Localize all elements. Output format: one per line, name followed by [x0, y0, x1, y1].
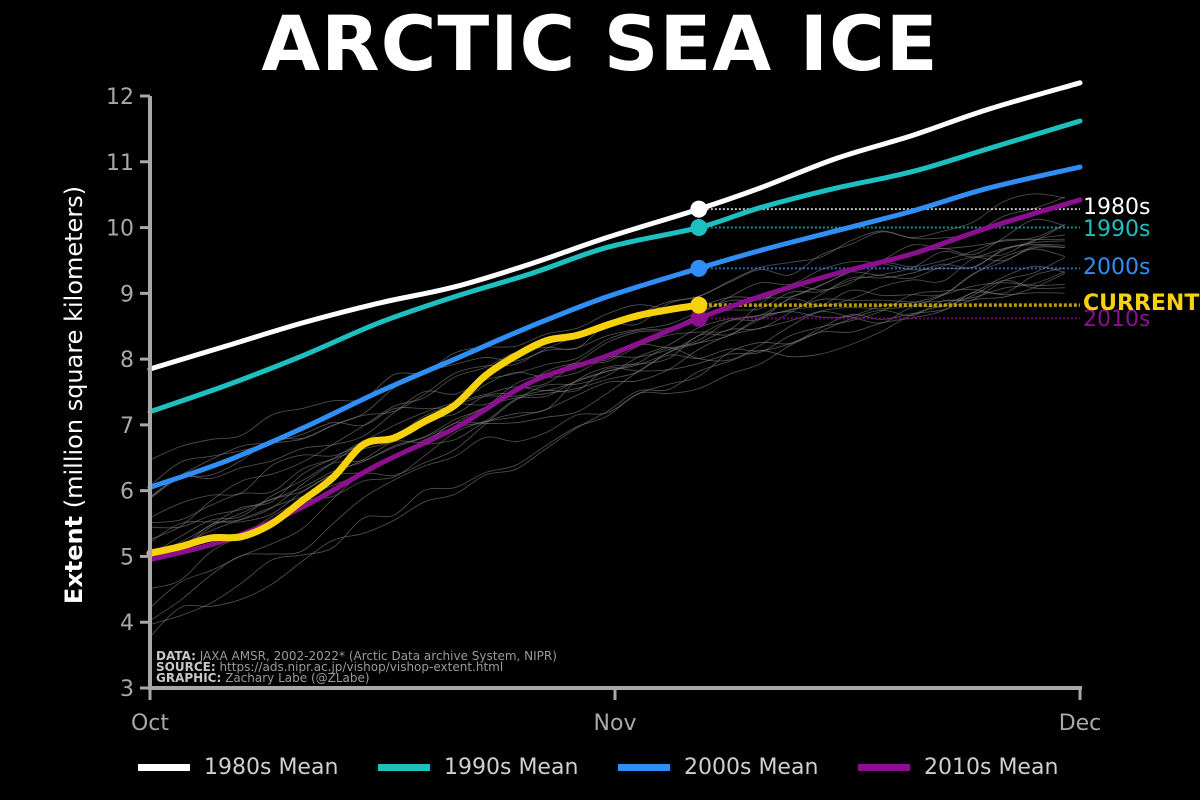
marker-1980s-mean [690, 200, 708, 218]
year-line [149, 279, 1065, 556]
series-line-1990s-mean [147, 118, 1083, 415]
series-line-2000s-mean [147, 164, 1083, 490]
year-line [149, 218, 1065, 609]
legend-item: 2010s Mean [858, 750, 1098, 784]
year-line [149, 238, 1065, 555]
legend-item: 1980s Mean [138, 750, 378, 784]
end-label-1990s: 1990s [1083, 217, 1150, 242]
x-tick-label: Nov [594, 711, 637, 736]
end-label-2010s: 2010s [1083, 307, 1150, 332]
legend-swatch [858, 763, 910, 771]
source-graphic-line: GRAPHIC: Zachary Labe (@ZLabe) [156, 671, 370, 685]
legend-label: 1990s Mean [444, 754, 579, 780]
legend-label: 1980s Mean [204, 754, 339, 780]
x-tick-label: Oct [131, 711, 169, 736]
y-tick-label: 12 [106, 85, 134, 110]
source-url-line: SOURCE: https://ads.nipr.ac.jp/vishop/vi… [156, 660, 503, 674]
legend-label: 2010s Mean [924, 754, 1059, 780]
legend-label: 2000s Mean [684, 754, 819, 780]
year-line [149, 245, 1065, 487]
y-tick-label: 11 [106, 151, 134, 176]
y-tick-label: 7 [120, 414, 134, 439]
source-data-line: DATA: JAXA AMSR, 2002-2022* (Arctic Data… [156, 649, 557, 663]
source-data-text: JAXA AMSR, 2002-2022* (Arctic Data archi… [196, 649, 557, 663]
reference-dotted-lines [698, 208, 1080, 320]
y-tick-label: 8 [120, 348, 134, 373]
legend-swatch [378, 763, 430, 771]
marker-2000s-mean [690, 259, 708, 277]
legend: 1980s Mean 1990s Mean 2000s Mean 2010s Mean [138, 750, 1098, 784]
source-url-text: https://ads.nipr.ac.jp/vishop/vishop-ext… [216, 660, 504, 674]
marker-2010s-mean [690, 309, 708, 327]
source-graphic-text: Zachary Labe (@ZLabe) [221, 671, 369, 685]
end-label-2000s: 2000s [1083, 255, 1150, 280]
y-tick-label: 4 [120, 611, 134, 636]
series-line-2010s-mean [147, 197, 1083, 563]
end-label-current: CURRENT [1083, 291, 1199, 316]
source-graphic-label: GRAPHIC: [156, 671, 221, 685]
series-line-1980s-mean [147, 80, 1083, 372]
x-tick-label: Dec [1059, 711, 1102, 736]
legend-item: 1990s Mean [378, 750, 618, 784]
legend-swatch [618, 763, 670, 771]
y-tick-label: 3 [120, 677, 134, 702]
marker-current [690, 296, 708, 314]
y-tick-label: 6 [120, 480, 134, 505]
year-line [149, 224, 1066, 498]
y-tick-label: 10 [106, 217, 134, 242]
year-line [149, 272, 1065, 622]
year-line [149, 248, 1065, 553]
legend-item: 2000s Mean [618, 750, 858, 784]
year-line [149, 243, 1065, 553]
year-line [149, 224, 1065, 461]
marker-1990s-mean [690, 219, 708, 237]
series-line-current [146, 301, 703, 557]
y-tick-label: 9 [120, 282, 134, 307]
series-lines [146, 80, 1083, 563]
year-line [149, 265, 1065, 638]
y-axis-label: Extent (million square kilometers) [60, 186, 88, 604]
year-line [149, 282, 1065, 519]
individual-year-lines [149, 193, 1066, 638]
axes: 3 4 5 6 7 8 9 10 11 12 Oct Nov Dec [106, 85, 1101, 736]
y-axis-label-bold: Extent [60, 516, 88, 604]
current-day-markers [690, 200, 708, 327]
source-url-label: SOURCE: [156, 660, 216, 674]
source-data-label: DATA: [156, 649, 196, 663]
end-label-1980s: 1980s [1083, 195, 1150, 220]
legend-swatch [138, 763, 190, 771]
y-axis-label-rest: (million square kilometers) [60, 186, 88, 516]
y-tick-label: 5 [120, 545, 134, 570]
year-line [149, 256, 1065, 625]
year-line [149, 271, 1065, 498]
year-line [149, 196, 1065, 499]
year-line [149, 240, 1065, 529]
source-credits: DATA: JAXA AMSR, 2002-2022* (Arctic Data… [156, 649, 557, 685]
chart-title: ARCTIC SEA ICE [261, 0, 939, 88]
